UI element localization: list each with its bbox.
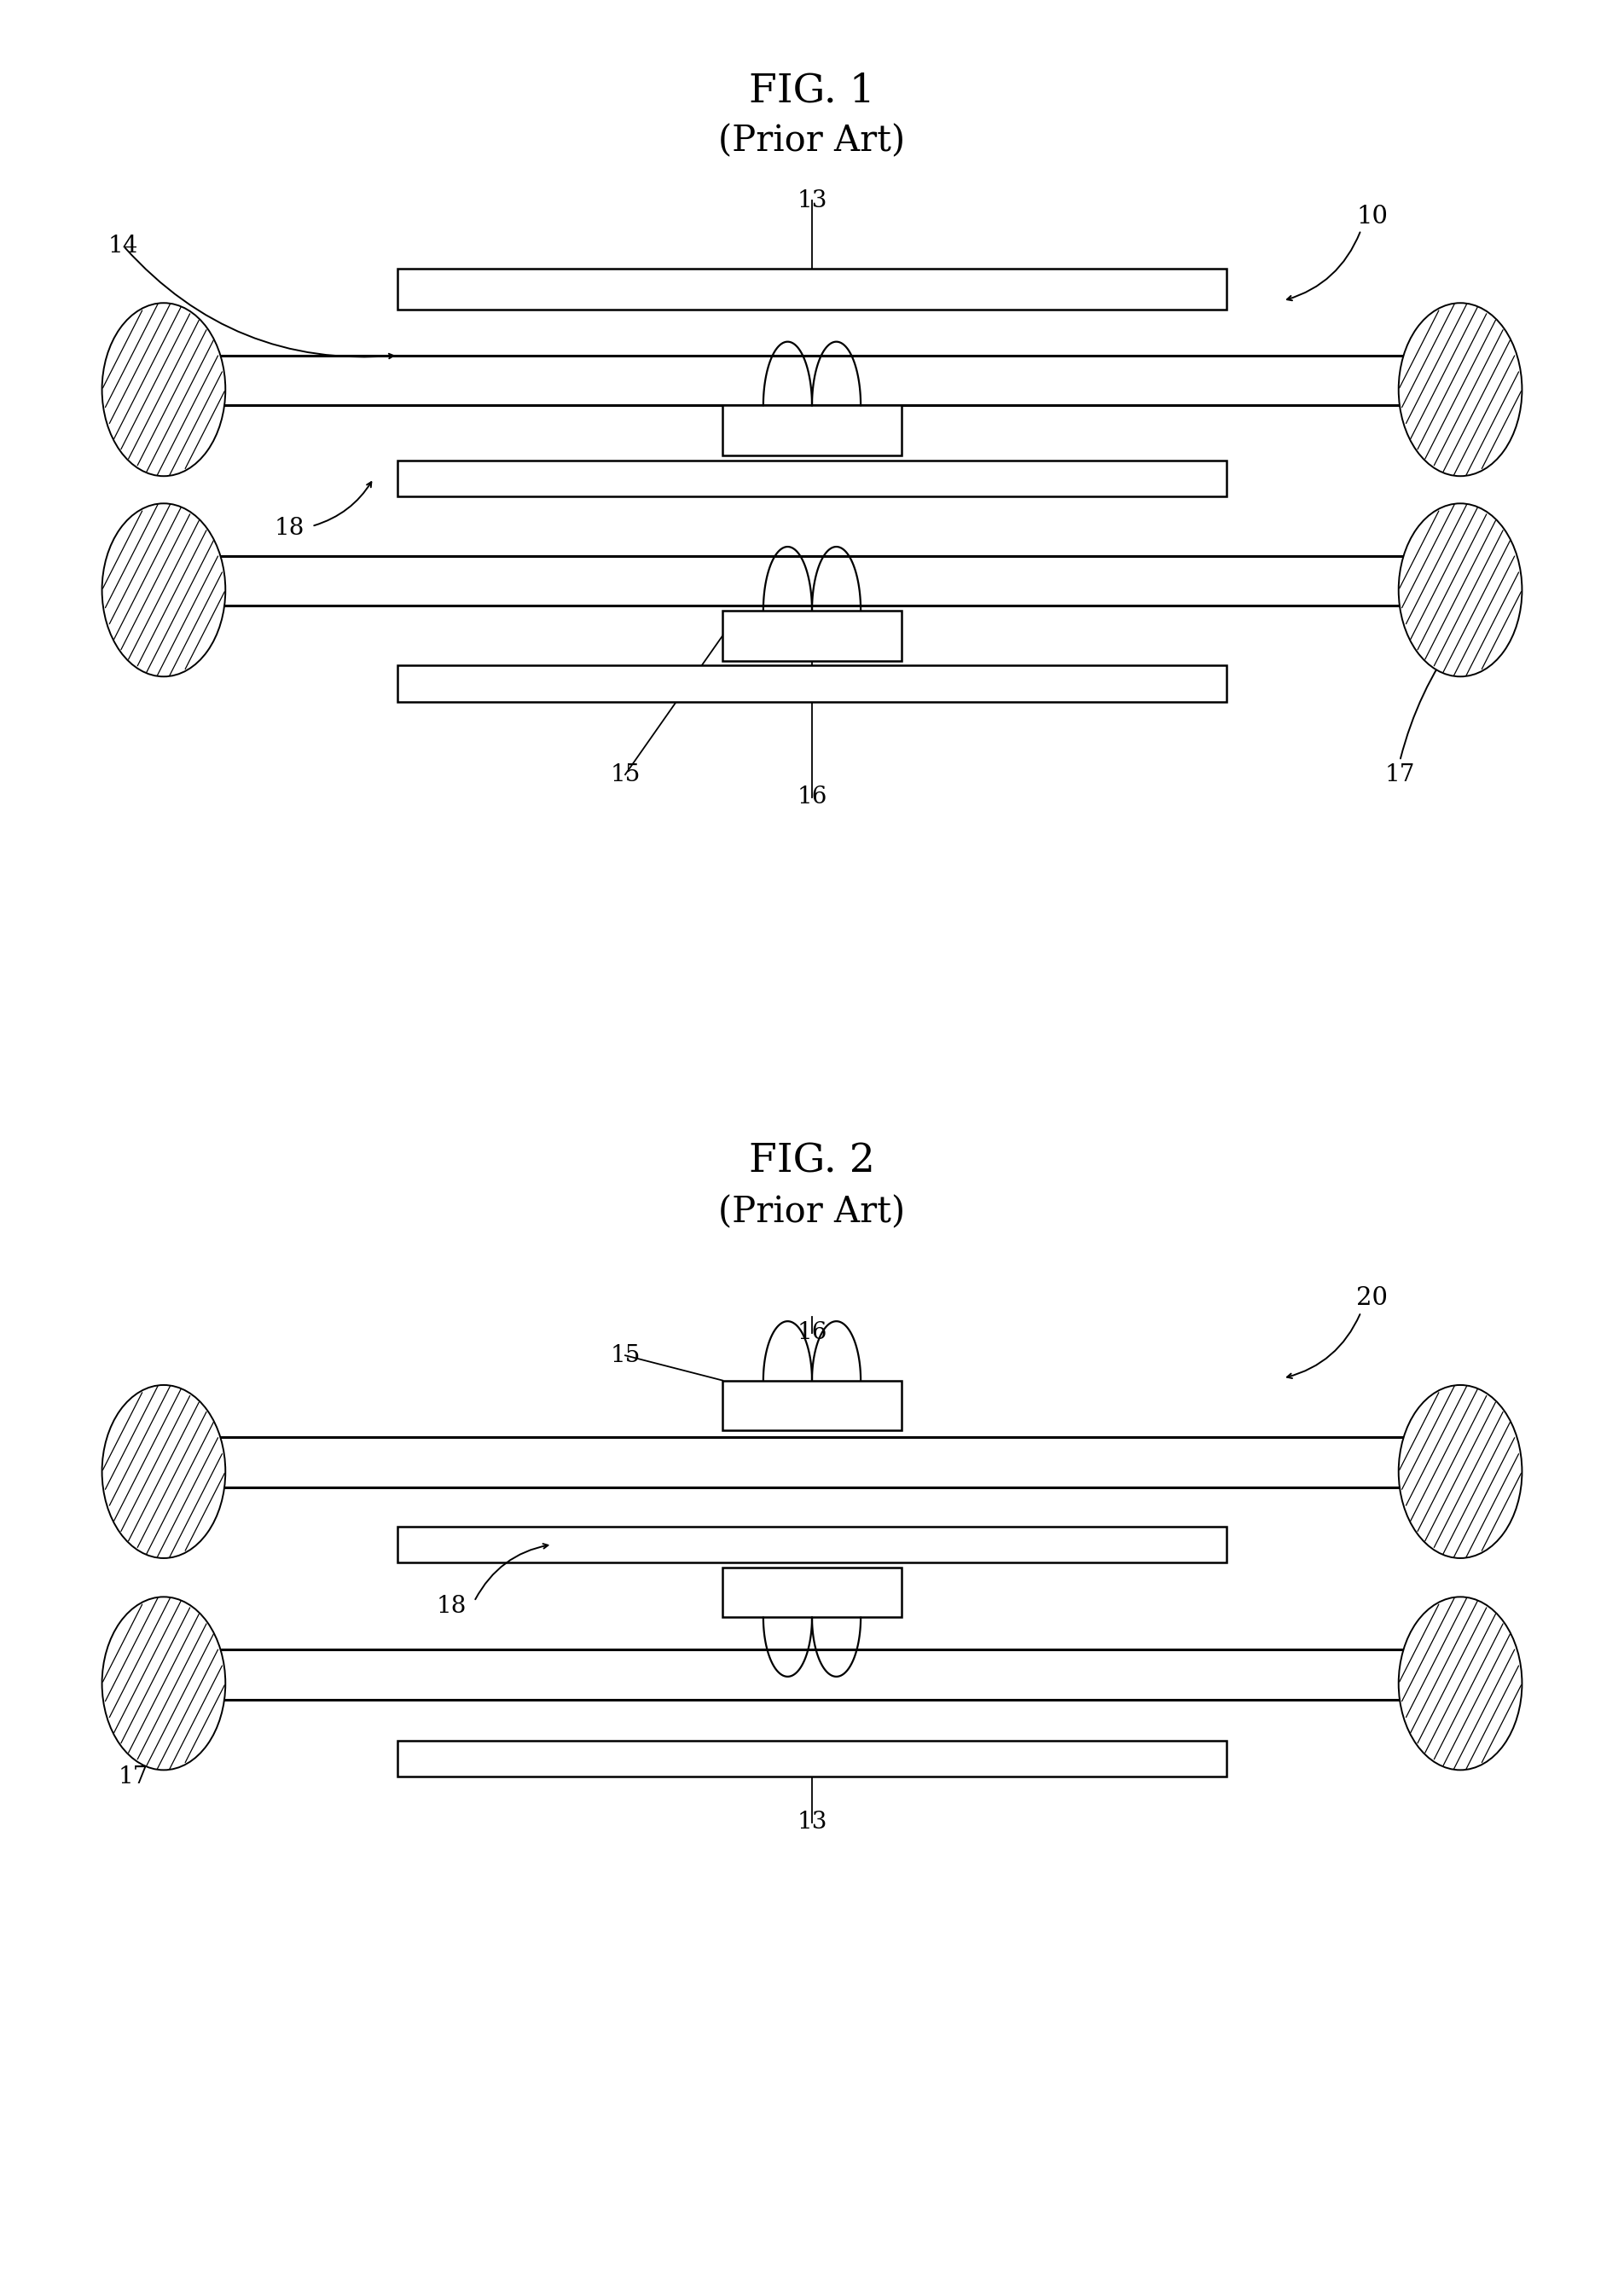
Bar: [723, 405, 901, 456]
Text: (Prior Art): (Prior Art): [718, 123, 906, 159]
Text: FIG. 1: FIG. 1: [749, 73, 875, 109]
Text: 18: 18: [437, 1595, 466, 1617]
Bar: [398, 1740, 1226, 1777]
Ellipse shape: [102, 303, 226, 476]
Bar: [398, 665, 1226, 702]
Text: 18: 18: [274, 517, 304, 540]
Text: 13: 13: [797, 1811, 827, 1834]
Ellipse shape: [1398, 503, 1522, 677]
Text: 16: 16: [797, 786, 827, 809]
Text: 15: 15: [611, 1344, 640, 1367]
Text: 10: 10: [1356, 205, 1389, 228]
Text: (Prior Art): (Prior Art): [718, 1194, 906, 1230]
Text: 17: 17: [1385, 763, 1415, 786]
Bar: [723, 611, 901, 661]
Text: 14: 14: [109, 235, 138, 257]
Text: 17: 17: [119, 1765, 148, 1788]
Bar: [398, 460, 1226, 497]
Text: 15: 15: [611, 763, 640, 786]
Text: 21b: 21b: [1462, 1412, 1507, 1435]
Bar: [398, 269, 1226, 310]
Bar: [723, 1567, 901, 1617]
Text: FIG. 2: FIG. 2: [749, 1144, 875, 1180]
Text: 16: 16: [797, 1321, 827, 1344]
Text: 20: 20: [1356, 1287, 1389, 1310]
Ellipse shape: [1398, 1385, 1522, 1558]
Ellipse shape: [102, 1597, 226, 1770]
Ellipse shape: [102, 503, 226, 677]
Text: 11a: 11a: [1470, 380, 1514, 403]
Bar: [219, 556, 1405, 606]
Text: 21a: 21a: [1470, 1458, 1514, 1481]
Text: 14: 14: [102, 1469, 132, 1492]
Ellipse shape: [1398, 303, 1522, 476]
Bar: [219, 1437, 1405, 1488]
Bar: [219, 1649, 1405, 1699]
Ellipse shape: [102, 1385, 226, 1558]
Ellipse shape: [1398, 1597, 1522, 1770]
Bar: [723, 1380, 901, 1431]
Bar: [219, 355, 1405, 405]
Text: 13: 13: [797, 189, 827, 212]
Text: 11b: 11b: [1453, 312, 1499, 335]
Bar: [398, 1526, 1226, 1563]
